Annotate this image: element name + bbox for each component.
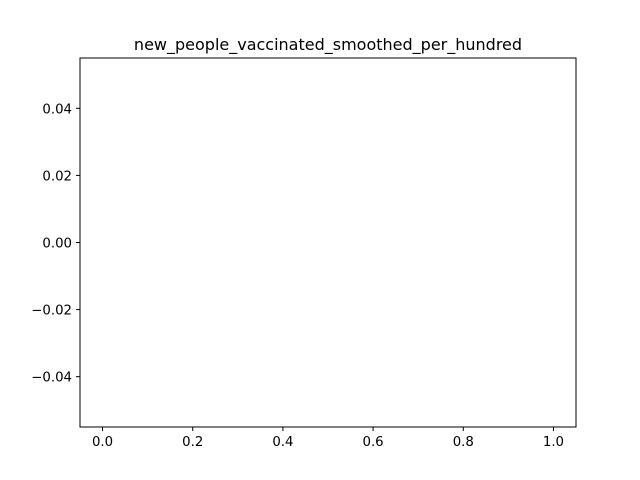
y-tick-label: −0.02 bbox=[31, 304, 72, 319]
x-axis: 0.0 0.2 0.4 0.6 0.8 1.0 bbox=[92, 427, 564, 450]
x-tick-label: 0.4 bbox=[272, 435, 293, 450]
y-tick-label: −0.04 bbox=[31, 371, 72, 386]
x-tick-label: 0.6 bbox=[363, 435, 384, 450]
x-tick-label: 1.0 bbox=[543, 435, 564, 450]
y-axis: 0.04 0.02 0.00 −0.02 −0.04 bbox=[31, 102, 80, 386]
x-tick-label: 0.0 bbox=[92, 435, 113, 450]
x-tick-label: 0.2 bbox=[182, 435, 203, 450]
y-tick-label: 0.04 bbox=[42, 102, 72, 117]
x-tick-label: 0.8 bbox=[453, 435, 474, 450]
chart-title: new_people_vaccinated_smoothed_per_hundr… bbox=[134, 35, 522, 55]
y-tick-label: 0.00 bbox=[42, 237, 72, 252]
y-tick-label: 0.02 bbox=[42, 169, 72, 184]
